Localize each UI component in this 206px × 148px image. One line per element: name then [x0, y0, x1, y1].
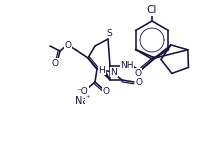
Text: ⁻O: ⁻O [76, 86, 88, 95]
Text: NH: NH [120, 61, 133, 70]
Text: ⁺: ⁺ [85, 95, 90, 103]
Text: O: O [64, 41, 71, 49]
Text: Cl: Cl [146, 5, 156, 15]
Text: S: S [106, 29, 111, 37]
Text: O: O [102, 87, 109, 96]
Text: O: O [51, 58, 58, 67]
Text: O: O [135, 78, 142, 86]
Text: H: H [98, 66, 105, 74]
Text: Na: Na [75, 96, 88, 106]
Text: N: N [110, 67, 117, 77]
Polygon shape [102, 71, 109, 80]
Text: O: O [134, 69, 141, 78]
